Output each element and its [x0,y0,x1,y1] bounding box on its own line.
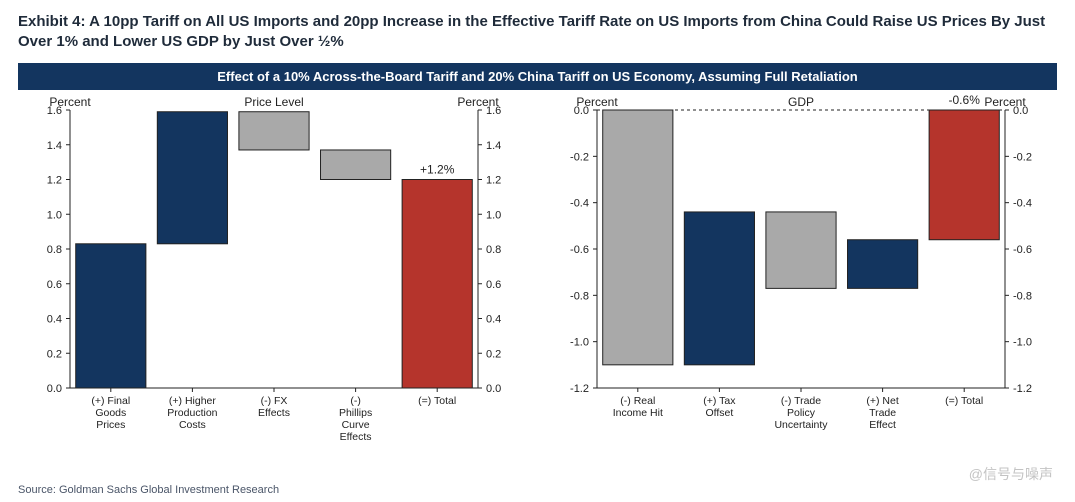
category-label: Income Hit [612,407,662,419]
ytick-right: 0.6 [486,278,501,290]
price-level-chart: Price LevelPercentPercent0.00.00.20.20.4… [18,90,531,468]
ytick-left: 0.4 [47,313,62,325]
category-label: (-) FX [261,395,288,407]
gdp-chart: GDPPercentPercent-1.2-1.2-1.0-1.0-0.8-0.… [545,90,1058,468]
category-label: Costs [179,419,206,431]
waterfall-bar [847,239,917,288]
ytick-left: 0.0 [47,383,62,395]
ytick-left: 1.0 [47,209,62,221]
ytick-right: 0.8 [486,244,501,256]
category-label: (=) Total [945,395,983,407]
category-label: Prices [96,419,125,431]
category-label: Offset [705,407,733,419]
ytick-left: 0.0 [573,105,588,117]
ytick-right: 1.4 [486,139,501,151]
waterfall-bar [321,149,391,179]
ytick-right: -1.0 [1013,336,1032,348]
exhibit-title: Exhibit 4: A 10pp Tariff on All US Impor… [18,12,1057,53]
waterfall-bar [929,110,999,240]
ytick-right: -0.2 [1013,151,1032,163]
category-label: Policy [786,407,815,419]
ytick-right: -0.6 [1013,244,1032,256]
waterfall-bar [157,111,227,243]
category-label: (=) Total [418,395,456,407]
total-value-label: +1.2% [420,162,455,176]
category-label: (-) [350,395,361,407]
ytick-left: -0.4 [570,197,589,209]
waterfall-bar [684,211,754,364]
category-label: (-) Real [620,395,655,407]
ytick-right: 0.4 [486,313,501,325]
waterfall-bar [602,110,672,365]
category-label: Production [167,407,217,419]
ytick-right: 0.2 [486,348,501,360]
category-label: Phillips [339,407,372,419]
ytick-right: -1.2 [1013,383,1032,395]
ytick-right: 0.0 [1013,105,1028,117]
waterfall-bar [765,211,835,287]
watermark: @信号与噪声 [969,464,1053,484]
panel-title: GDP [787,95,813,109]
chart-banner: Effect of a 10% Across-the-Board Tariff … [18,63,1057,90]
ytick-left: -0.6 [570,244,589,256]
category-label: Effects [340,431,372,443]
category-label: Uncertainty [774,419,828,431]
waterfall-bar [76,243,146,387]
ytick-left: -1.0 [570,336,589,348]
ytick-left: 0.8 [47,244,62,256]
category-label: (+) Net [866,395,898,407]
ytick-left: -1.2 [570,383,589,395]
category-label: (+) Tax [703,395,736,407]
ytick-right: 1.2 [486,174,501,186]
ytick-left: -0.8 [570,290,589,302]
ytick-left: -0.2 [570,151,589,163]
ytick-right: -0.8 [1013,290,1032,302]
ytick-right: 1.6 [486,105,501,117]
ytick-right: 0.0 [486,383,501,395]
total-value-label: -0.6% [948,93,980,107]
ytick-left: 0.2 [47,348,62,360]
ytick-left: 1.4 [47,139,62,151]
category-label: (-) Trade [780,395,820,407]
category-label: (+) Final [91,395,130,407]
waterfall-bar [239,111,309,149]
ytick-left: 1.2 [47,174,62,186]
category-label: Effects [258,407,290,419]
waterfall-bar [402,179,472,388]
source-line: Source: Goldman Sachs Global Investment … [18,484,279,496]
ytick-left: 0.6 [47,278,62,290]
panel-title: Price Level [244,95,303,109]
category-label: (+) Higher [169,395,216,407]
ytick-right: 1.0 [486,209,501,221]
category-label: Trade [869,407,896,419]
category-label: Effect [869,419,896,431]
category-label: Curve [342,419,370,431]
ytick-right: -0.4 [1013,197,1032,209]
ytick-left: 1.6 [47,105,62,117]
category-label: Goods [95,407,126,419]
